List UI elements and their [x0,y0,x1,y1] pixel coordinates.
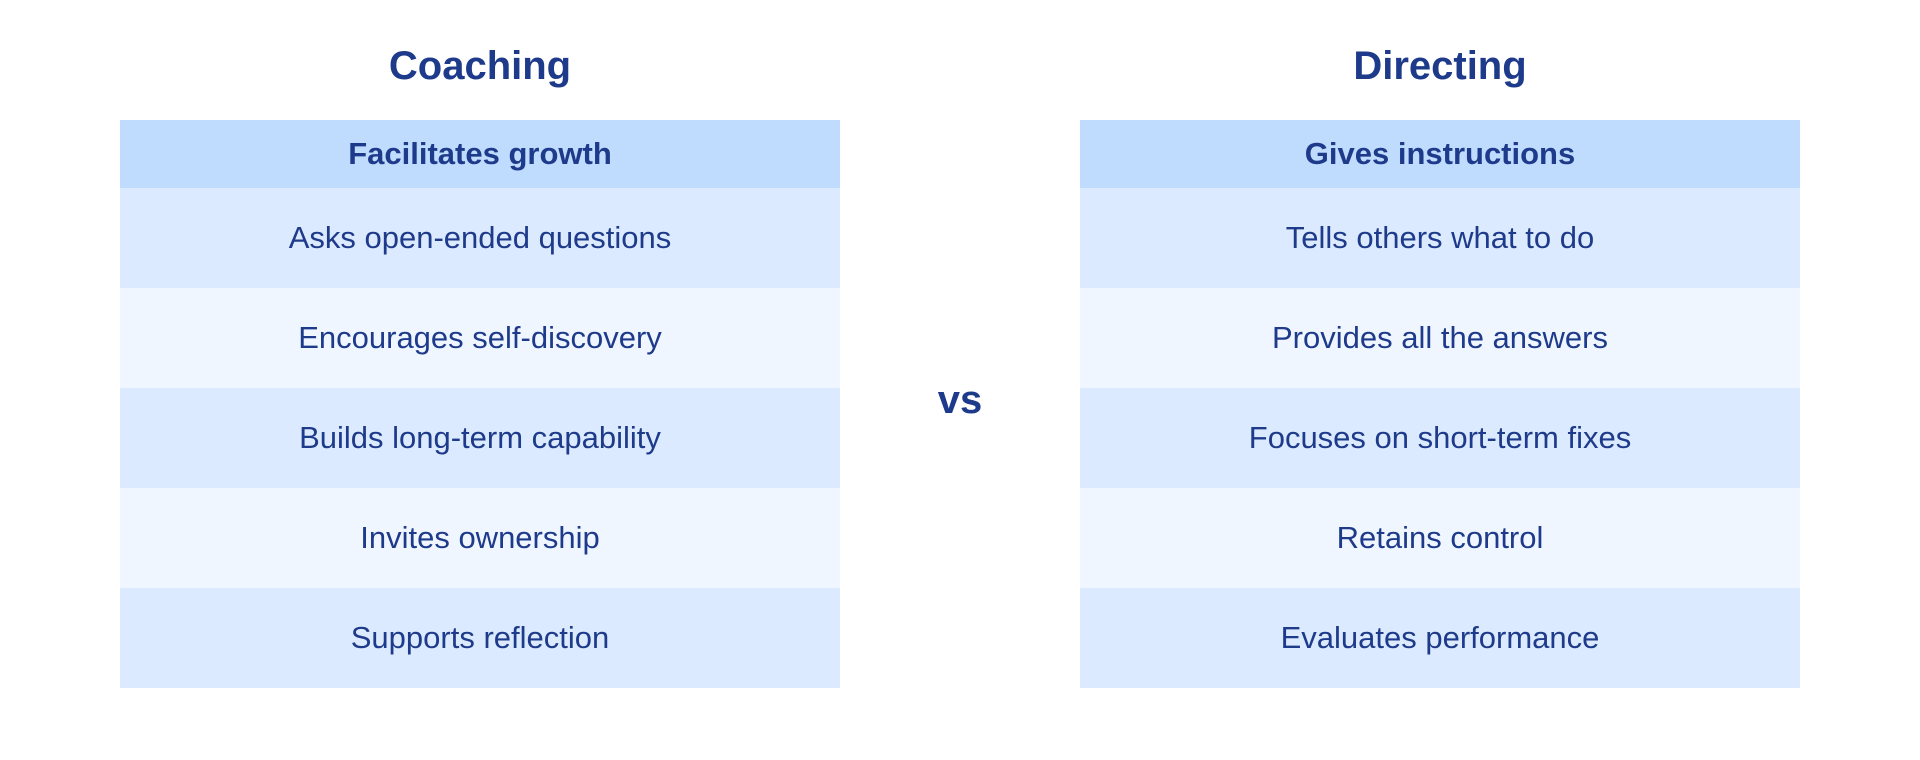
directing-row: Tells others what to do [1080,188,1800,288]
coaching-row: Encourages self-discovery [120,288,840,388]
directing-row: Provides all the answers [1080,288,1800,388]
coaching-row: Asks open-ended questions [120,188,840,288]
directing-table: Gives instructions Tells others what to … [1080,120,1800,688]
directing-row: Evaluates performance [1080,588,1800,688]
coaching-table-header: Facilitates growth [120,120,840,188]
directing-rows: Tells others what to do Provides all the… [1080,188,1800,688]
coaching-row: Builds long-term capability [120,388,840,488]
coaching-row: Invites ownership [120,488,840,588]
coaching-row: Supports reflection [120,588,840,688]
directing-table-header: Gives instructions [1080,120,1800,188]
coaching-table: Facilitates growth Asks open-ended quest… [120,120,840,688]
coaching-rows: Asks open-ended questions Encourages sel… [120,188,840,688]
coaching-column: Coaching Facilitates growth Asks open-en… [120,0,840,688]
coaching-title: Coaching [388,44,572,88]
directing-row: Focuses on short-term fixes [1080,388,1800,488]
directing-row: Retains control [1080,488,1800,588]
vs-separator: vs [937,378,983,422]
directing-column: Directing Gives instructions Tells other… [1080,0,1800,688]
directing-title: Directing [1353,44,1527,88]
